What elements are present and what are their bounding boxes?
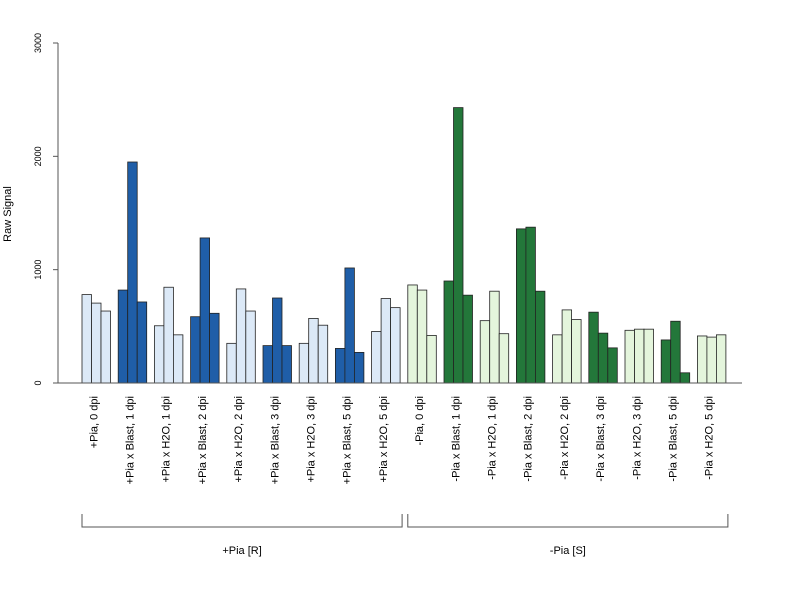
bar	[416, 289, 428, 384]
bar	[706, 336, 717, 384]
bar	[453, 107, 464, 384]
bar	[262, 345, 273, 384]
group-bracket	[81, 514, 403, 528]
bars	[81, 107, 727, 384]
x-tick-label: -Pia x Blast, 3 dpi	[595, 396, 607, 482]
bar	[390, 307, 401, 384]
bar	[571, 319, 582, 384]
bar	[516, 228, 527, 384]
bar	[624, 329, 635, 384]
x-tick-label: -Pia x H2O, 3 dpi	[631, 396, 643, 480]
x-tick-label: -Pia, 0 dpi	[414, 396, 426, 446]
bar	[226, 342, 237, 384]
x-tick-label: +Pia x Blast, 1 dpi	[124, 396, 136, 484]
bar	[235, 288, 247, 384]
bar	[190, 316, 201, 384]
bar	[153, 325, 165, 384]
bar	[353, 351, 365, 384]
bar	[117, 289, 129, 384]
bar	[380, 298, 392, 384]
x-tick-label: -Pia x H2O, 5 dpi	[704, 396, 716, 480]
group-bracket	[407, 514, 729, 528]
x-tick-label: +Pia x Blast, 5 dpi	[342, 396, 354, 484]
x-tick-label: +Pia x H2O, 1 dpi	[161, 396, 173, 483]
bar	[634, 328, 645, 384]
y-tick-label: 0	[33, 380, 43, 385]
x-tick-label: +Pia x Blast, 2 dpi	[197, 396, 209, 484]
bar	[91, 302, 102, 384]
bar	[344, 267, 355, 384]
bar	[660, 339, 672, 384]
bar	[679, 372, 691, 384]
bar	[588, 311, 599, 384]
x-tick-label: -Pia x H2O, 2 dpi	[559, 396, 571, 480]
group-brackets: +Pia [R] -Pia [S]	[81, 514, 729, 557]
bar	[597, 332, 609, 384]
y-tick-label: 2000	[33, 146, 43, 166]
y-axis-label: Raw Signal	[2, 186, 14, 242]
bar	[272, 297, 283, 384]
bar	[525, 226, 536, 384]
bar	[552, 334, 563, 384]
bar	[479, 320, 491, 384]
x-tick-label: -Pia x Blast, 5 dpi	[667, 396, 679, 482]
bar	[127, 161, 138, 384]
bar	[317, 324, 329, 384]
bar	[716, 334, 727, 384]
bar	[407, 284, 418, 384]
bar	[308, 317, 319, 384]
bar	[426, 334, 437, 384]
bar	[281, 345, 292, 384]
x-tick-labels: +Pia, 0 dpi +Pia x Blast, 1 dpi +Pia x H2O…	[88, 396, 715, 484]
bar	[462, 294, 473, 384]
bar	[209, 312, 220, 384]
x-tick-label: -Pia x Blast, 1 dpi	[450, 396, 462, 482]
bar	[561, 309, 572, 384]
bar	[607, 347, 618, 384]
y-tick-label: 1000	[33, 260, 43, 280]
bar	[334, 348, 346, 384]
group-label: -Pia [S]	[550, 545, 586, 557]
bar	[535, 290, 546, 384]
bar	[489, 290, 500, 384]
bar	[298, 342, 310, 384]
bar	[498, 333, 510, 384]
x-tick-label: +Pia x H2O, 3 dpi	[305, 396, 317, 483]
x-tick-label: -Pia x H2O, 1 dpi	[486, 396, 498, 480]
bar	[443, 280, 454, 384]
bar	[81, 294, 92, 384]
bar	[199, 237, 211, 384]
bar	[697, 335, 708, 384]
bar	[245, 310, 256, 384]
bar	[100, 310, 111, 384]
y-axis: 0 1000 2000 3000	[33, 33, 59, 386]
bar	[172, 334, 184, 384]
bar	[371, 331, 382, 384]
group-label: +Pia [R]	[222, 545, 261, 557]
bar	[670, 320, 681, 384]
x-tick-label: +Pia x H2O, 5 dpi	[378, 396, 390, 483]
bar	[163, 286, 174, 384]
x-tick-label: -Pia x Blast, 2 dpi	[523, 396, 535, 482]
x-tick-label: +Pia x Blast, 3 dpi	[269, 396, 281, 484]
x-tick-label: +Pia x H2O, 2 dpi	[233, 396, 245, 483]
bar	[136, 301, 148, 384]
y-tick-label: 3000	[33, 33, 43, 53]
x-tick-label: +Pia, 0 dpi	[88, 396, 100, 448]
bar	[643, 328, 654, 384]
